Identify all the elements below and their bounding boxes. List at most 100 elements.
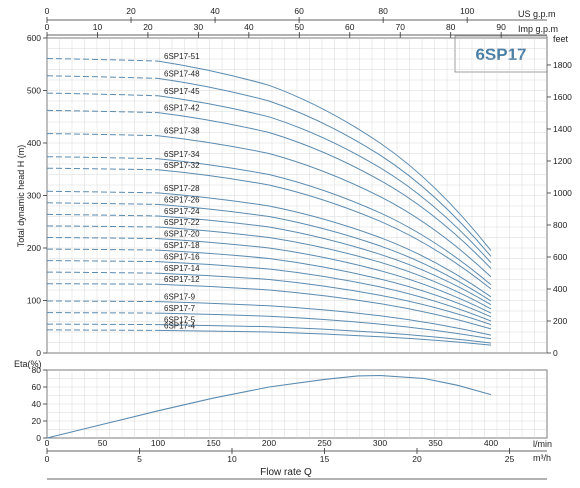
- head-curve-6SP17-48: [157, 77, 492, 257]
- top-imp-tick-label: 70: [395, 22, 405, 32]
- model-brand-label: 6SP17: [475, 45, 526, 64]
- top-imp-tick-label: 10: [93, 22, 103, 32]
- bottom-lmin-tick-label: 200: [262, 438, 276, 448]
- y2-axis-title: feet: [553, 34, 569, 44]
- series-label-6SP17-28: 6SP17-28: [164, 184, 200, 193]
- feet-y-tick-label: 800: [553, 220, 567, 230]
- head-curve-6SP17-24: [157, 215, 492, 306]
- eta-y-tick-label: 0: [36, 433, 41, 443]
- top-imp-tick-label: 40: [244, 22, 254, 32]
- bottom-lmin-tick-label: 300: [373, 438, 387, 448]
- eta-y-tick-label: 40: [32, 399, 42, 409]
- bottom-m3h-tick-label: 15: [320, 454, 330, 464]
- head-curve-dashed-6SP17-4: [46, 329, 159, 331]
- head-curve-dashed-6SP17-26: [46, 202, 159, 205]
- head-curve-6SP17-9: [157, 301, 492, 336]
- head-curve-6SP17-34: [157, 158, 492, 286]
- series-label-6SP17-9: 6SP17-9: [164, 293, 196, 302]
- bottom-lmin-tick-label: 250: [317, 438, 331, 448]
- head-curve-6SP17-16: [157, 261, 492, 322]
- series-label-6SP17-45: 6SP17-45: [164, 87, 200, 96]
- head-y-tick-label: 100: [27, 296, 41, 306]
- head-curve-6SP17-7: [157, 312, 492, 340]
- bottom-m3h-tick-label: 20: [412, 454, 422, 464]
- series-label-6SP17-14: 6SP17-14: [164, 264, 200, 273]
- model-brand-box: 6SP17: [454, 35, 548, 73]
- bottom-lmin-tick-label: 400: [484, 438, 498, 448]
- series-label-6SP17-34: 6SP17-34: [164, 150, 200, 159]
- head-curve-6SP17-32: [157, 169, 492, 290]
- feet-y-tick-label: 1800: [553, 60, 572, 70]
- bottom-lmin-tick-label: 0: [45, 438, 50, 448]
- top-us-tick-label: 40: [210, 6, 220, 16]
- top-imp-tick-label: 50: [295, 22, 305, 32]
- bottom-lmin-tick-label: 150: [206, 438, 220, 448]
- head-curve-dashed-6SP17-12: [46, 283, 159, 285]
- series-label-6SP17-42: 6SP17-42: [164, 104, 200, 113]
- head-y-tick-label: 500: [27, 86, 41, 96]
- head-curve-6SP17-26: [157, 203, 492, 302]
- head-curve-6SP17-51: [157, 60, 492, 251]
- feet-y-tick-label: 0: [553, 348, 558, 358]
- series-label-6SP17-24: 6SP17-24: [164, 207, 200, 216]
- feet-y-tick-label: 400: [553, 284, 567, 294]
- head-curve-6SP17-45: [157, 95, 492, 264]
- head-curve-dashed-6SP17-16: [46, 260, 159, 263]
- head-curve-dashed-6SP17-42: [46, 109, 159, 114]
- top-imp-tick-label: 30: [194, 22, 204, 32]
- feet-y-tick-label: 1200: [553, 156, 572, 166]
- head-curve-6SP17-5: [157, 324, 492, 344]
- head-curve-6SP17-38: [157, 135, 492, 278]
- top-axis-unit-us: US g.p.m: [518, 9, 556, 19]
- bottom-lmin-tick-label: 50: [98, 438, 108, 448]
- eta-curve: [46, 374, 492, 439]
- bottom-m3h-tick-label: 10: [227, 454, 237, 464]
- feet-y-tick-label: 1600: [553, 92, 572, 102]
- top-imp-tick-label: 60: [345, 22, 355, 32]
- feet-y-tick-label: 200: [553, 316, 567, 326]
- series-label-6SP17-5: 6SP17-5: [164, 316, 196, 325]
- head-curve-dashed-6SP17-38: [46, 133, 159, 137]
- feet-y-tick-label: 1400: [553, 124, 572, 134]
- head-y-tick-label: 600: [27, 33, 41, 43]
- head-y-tick-label: 0: [36, 348, 41, 358]
- bottom-m3h-tick-label: 0: [45, 454, 50, 464]
- head-curve-dashed-6SP17-34: [46, 156, 159, 160]
- head-curve-6SP17-42: [157, 112, 492, 269]
- top-us-tick-label: 80: [378, 6, 388, 16]
- head-curve-6SP17-12: [157, 283, 492, 330]
- bottom-axis-unit-lmin: l/min: [533, 439, 552, 449]
- head-curve-dashed-6SP17-14: [46, 271, 159, 274]
- x-axis-title: Flow rate Q: [260, 467, 312, 478]
- top-us-tick-label: 60: [294, 6, 304, 16]
- feet-y-tick-label: 1000: [553, 188, 572, 198]
- series-label-6SP17-48: 6SP17-48: [164, 69, 200, 78]
- bottom-m3h-tick-label: 25: [505, 454, 515, 464]
- head-y-tick-label: 400: [27, 138, 41, 148]
- head-curve-dashed-6SP17-51: [46, 58, 159, 62]
- series-label-6SP17-18: 6SP17-18: [164, 241, 200, 250]
- head-curve-6SP17-20: [157, 238, 492, 314]
- series-label-6SP17-51: 6SP17-51: [164, 52, 200, 61]
- head-curve-dashed-6SP17-22: [46, 225, 159, 228]
- head-curve-dashed-6SP17-9: [46, 300, 159, 303]
- head-y-tick-label: 300: [27, 191, 41, 201]
- bottom-m3h-tick-label: 5: [137, 454, 142, 464]
- eta-axis-title: Eta(%): [14, 359, 42, 369]
- head-y-tick-label: 200: [27, 243, 41, 253]
- series-label-6SP17-26: 6SP17-26: [164, 195, 200, 204]
- head-curve-dashed-6SP17-5: [46, 323, 159, 326]
- head-curve-dashed-6SP17-7: [46, 312, 159, 314]
- top-us-tick-label: 20: [126, 6, 136, 16]
- head-curve-dashed-6SP17-48: [46, 75, 159, 79]
- head-curve-dashed-6SP17-24: [46, 213, 159, 217]
- top-imp-tick-label: 90: [496, 22, 506, 32]
- head-curve-6SP17-18: [157, 249, 492, 318]
- head-curve-6SP17-4: [157, 329, 492, 346]
- head-curve-dashed-6SP17-28: [46, 190, 159, 194]
- series-label-6SP17-12: 6SP17-12: [164, 275, 200, 284]
- head-curve-6SP17-22: [157, 226, 492, 310]
- bottom-lmin-tick-label: 350: [428, 438, 442, 448]
